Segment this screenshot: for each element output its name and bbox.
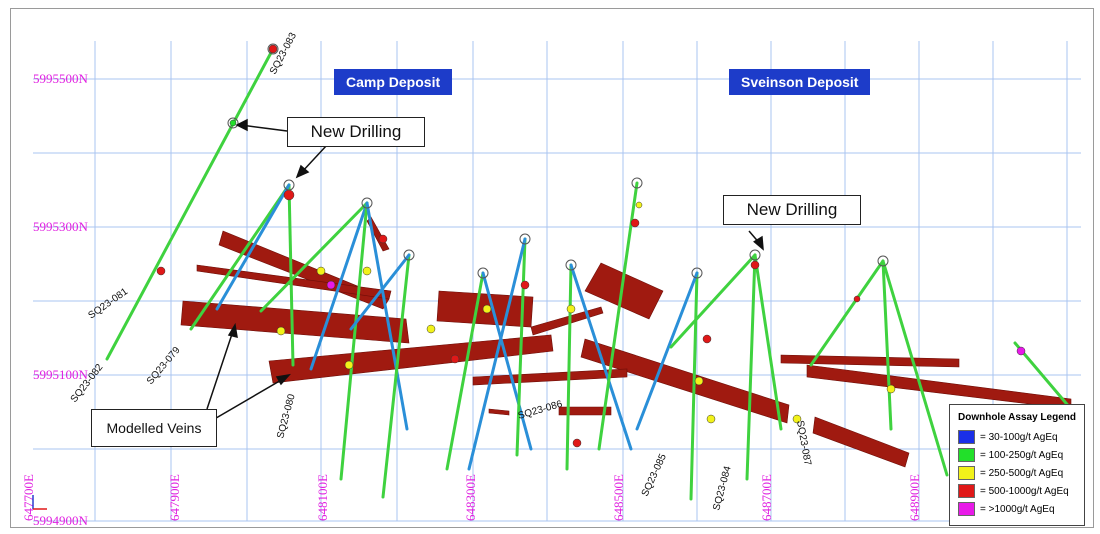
drill-trace	[215, 183, 291, 311]
easting-label: 648100E	[315, 474, 330, 521]
legend-item: = 100-250g/t AgEq	[950, 446, 1084, 464]
drillhole-label: SQ23-080	[275, 392, 298, 439]
assay-legend: Downhole Assay Legend = 30-100g/t AgEq =…	[949, 404, 1085, 526]
vein	[812, 416, 910, 468]
collar-marker	[631, 177, 643, 189]
drill-trace	[287, 183, 295, 367]
drill-trace	[881, 259, 893, 431]
drill-trace	[515, 237, 527, 457]
collar-marker	[227, 117, 239, 129]
drill-trace	[1013, 341, 1073, 411]
drill-trace	[689, 271, 699, 501]
modelled-veins	[180, 216, 1072, 468]
assay-intercepts	[156, 44, 1026, 448]
legend-swatch	[958, 484, 975, 498]
collar-marker	[361, 197, 373, 209]
drillhole-label: SQ23-086	[517, 399, 564, 422]
vein	[558, 406, 612, 416]
easting-label: 647900E	[167, 474, 182, 521]
collar-marker	[877, 255, 889, 267]
modelled-veins-callout: Modelled Veins	[91, 409, 217, 447]
drill-collars	[227, 43, 889, 279]
new-drilling-callout: New Drilling	[287, 117, 425, 147]
drill-trace	[189, 183, 291, 331]
drill-trace	[259, 201, 369, 313]
drill-trace	[339, 201, 369, 481]
easting-label: 648300E	[463, 474, 478, 521]
drill-trace	[635, 271, 699, 431]
northing-label: 5995300N	[33, 219, 89, 234]
callout-arrows	[206, 118, 764, 422]
vein	[584, 262, 664, 320]
drill-trace	[349, 253, 411, 331]
vein	[268, 334, 554, 384]
vein	[488, 408, 510, 416]
drillhole-label: SQ23-084	[711, 464, 734, 511]
vein	[180, 300, 410, 344]
collar-marker	[477, 267, 489, 279]
drill-trace	[481, 271, 533, 451]
legend-label: = 500-1000g/t AgEq	[980, 485, 1069, 497]
drill-trace	[569, 263, 633, 451]
drill-trace	[467, 237, 527, 471]
drill-trace	[381, 253, 411, 499]
easting-label: 648700E	[759, 474, 774, 521]
legend-item: = 250-500g/t AgEq	[950, 464, 1084, 482]
vein	[196, 264, 392, 300]
legend-swatch	[958, 448, 975, 462]
collar-marker	[691, 267, 703, 279]
new-drilling-callout: New Drilling	[723, 195, 861, 225]
axis-marker	[32, 495, 47, 510]
legend-label: = 30-100g/t AgEq	[980, 431, 1058, 443]
collar-marker	[403, 249, 415, 261]
legend-label: = 250-500g/t AgEq	[980, 467, 1064, 479]
drill-trace	[809, 259, 885, 367]
vein	[472, 368, 628, 386]
legend-swatch	[958, 430, 975, 444]
collar-marker	[749, 249, 761, 261]
map-frame: 5995500N 5995300N 5995100N 5994900N 6477…	[10, 8, 1094, 528]
collar-marker	[565, 259, 577, 271]
drill-plan-map: 5995500N 5995300N 5995100N 5994900N 6477…	[21, 31, 1081, 527]
collar-marker	[519, 233, 531, 245]
northing-label: 5994900N	[33, 513, 89, 527]
legend-swatch	[958, 466, 975, 480]
legend-item: = >1000g/t AgEq	[950, 500, 1084, 518]
collar-marker	[283, 179, 295, 191]
drillhole-label: SQ23-085	[640, 452, 669, 498]
legend-label: = >1000g/t AgEq	[980, 503, 1055, 515]
drill-trace	[753, 253, 783, 431]
drill-trace	[881, 259, 949, 477]
legend-item: = 500-1000g/t AgEq	[950, 482, 1084, 500]
drill-trace	[565, 263, 573, 471]
easting-label: 648500E	[611, 474, 626, 521]
drillhole-traces	[105, 47, 1073, 501]
drillhole-label: SQ23-079	[145, 345, 183, 387]
drill-trace	[365, 201, 409, 431]
northing-label: 5995100N	[33, 367, 89, 382]
sveinson-deposit-label: Sveinson Deposit	[729, 69, 871, 95]
drill-trace	[309, 201, 369, 371]
drill-trace	[745, 253, 757, 481]
vein	[530, 306, 604, 336]
vein	[806, 364, 1072, 410]
legend-title: Downhole Assay Legend	[958, 412, 1076, 423]
collar-marker	[267, 43, 279, 55]
legend-swatch	[958, 502, 975, 516]
drill-trace	[105, 47, 275, 361]
drill-trace	[445, 271, 485, 471]
drill-trace	[669, 253, 757, 349]
legend-label: = 100-250g/t AgEq	[980, 449, 1064, 461]
vein	[580, 338, 790, 424]
easting-label: 648900E	[907, 474, 922, 521]
drill-trace	[597, 181, 639, 451]
coordinate-grid	[33, 41, 1081, 522]
easting-label: 647700E	[21, 474, 36, 521]
drillhole-label: SQ23-081	[86, 286, 130, 321]
legend-item: = 30-100g/t AgEq	[950, 428, 1084, 446]
camp-deposit-label: Camp Deposit	[334, 69, 453, 95]
northing-label: 5995500N	[33, 71, 89, 86]
drillhole-label: SQ23-087	[794, 420, 813, 467]
